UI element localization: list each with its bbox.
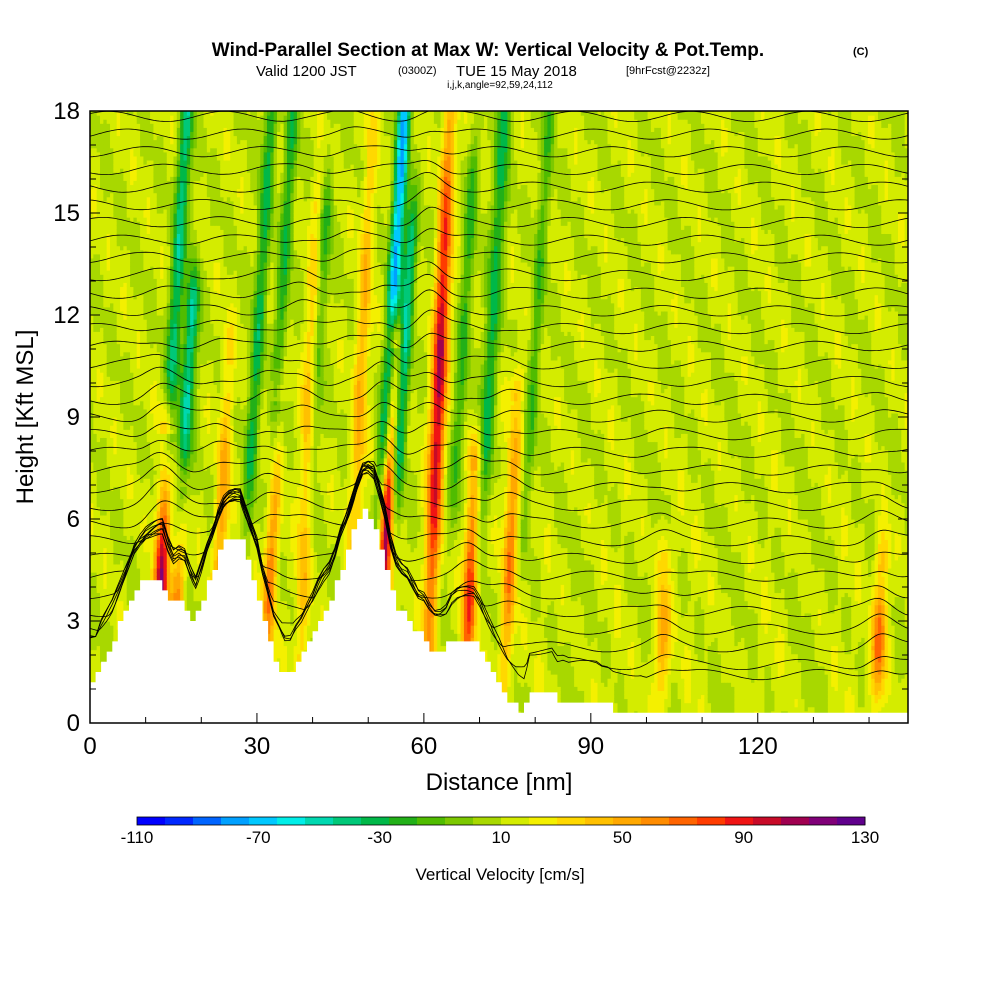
chart-subtitle: Valid 1200 JST (0300Z) TUE 15 May 2018 [… (256, 63, 710, 80)
subtitle-forecast: [9hrFcst@2232z] (626, 65, 710, 77)
chart-title: Wind-Parallel Section at Max W: Vertical… (212, 40, 764, 61)
subtitle-utc: (0300Z) (398, 65, 437, 77)
chart-subtitle-indices: i,j,k,angle=92,59,24,112 (447, 80, 553, 91)
chart-title-group: Wind-Parallel Section at Max W: Vertical… (212, 40, 869, 61)
chart-title-mark: (C) (853, 46, 869, 58)
subtitle-valid: Valid 1200 JST (256, 63, 357, 80)
chart: Wind-Parallel Section at Max W: Vertical… (0, 0, 1000, 1000)
subtitle-date: TUE 15 May 2018 (456, 63, 577, 80)
